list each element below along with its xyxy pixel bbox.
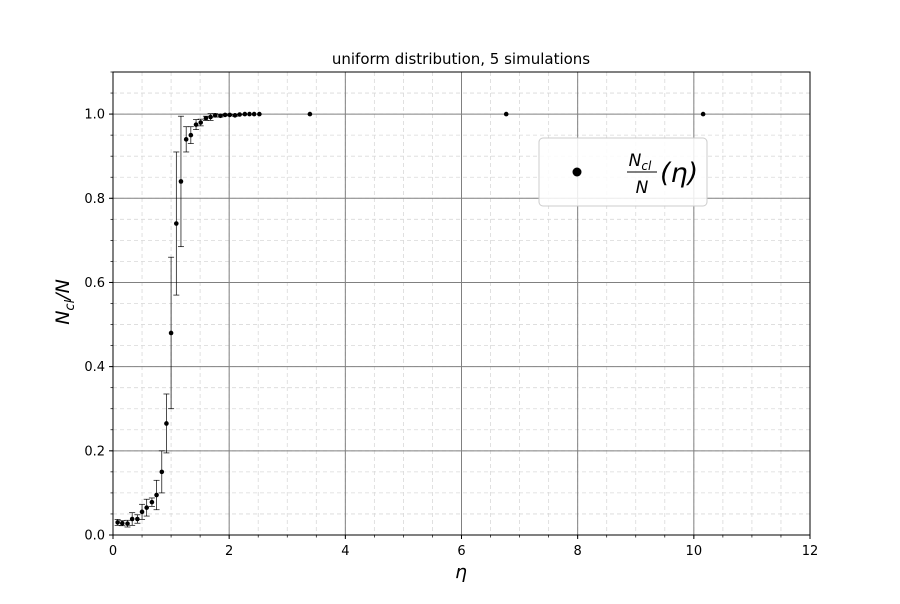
legend-numerator: Ncl: [629, 151, 652, 173]
data-point: [115, 520, 120, 525]
data-point: [125, 521, 130, 526]
data-point: [193, 122, 199, 127]
data-point: [700, 111, 706, 117]
data-point: [198, 120, 204, 125]
x-tick-label: 12: [802, 544, 819, 559]
x-tick-label: 10: [686, 544, 703, 559]
data-point: [183, 137, 189, 142]
data-point: [242, 111, 248, 117]
data-point: [188, 132, 194, 138]
data-point: [218, 113, 223, 119]
data-point: [232, 113, 238, 118]
x-tick-label: 0: [109, 544, 117, 559]
y-tick-label: 0.2: [84, 444, 105, 459]
data-point: [154, 492, 159, 498]
data-point: [307, 111, 313, 117]
x-tick-label: 6: [457, 544, 465, 559]
legend: Ncl N (η): [538, 137, 708, 207]
data-point: [164, 421, 169, 426]
y-axis-label-tail: /N: [52, 279, 74, 302]
data-point: [203, 116, 209, 121]
legend-marker: [572, 167, 582, 177]
y-axis-label-sub: cl: [63, 299, 78, 310]
y-tick-label: 0.8: [84, 192, 105, 207]
data-point: [227, 112, 233, 118]
y-tick-labels: 0.0 0.2 0.4 0.6 0.8 1.0: [84, 108, 105, 544]
data-point: [237, 112, 242, 117]
data-point: [159, 469, 165, 475]
x-tick-label: 2: [225, 544, 233, 559]
y-tick-label: 0.0: [84, 529, 105, 544]
chart-title: uniform distribution, 5 simulations: [332, 50, 590, 68]
y-tick-label: 1.0: [84, 108, 105, 123]
legend-argument: (η): [660, 158, 698, 189]
data-point: [178, 179, 184, 184]
data-point: [168, 330, 174, 336]
data-point: [212, 113, 218, 118]
data-point: [119, 520, 125, 526]
data-point: [222, 112, 228, 118]
axis-ticks: [109, 71, 811, 539]
x-axis-label: η: [455, 561, 467, 583]
legend-numerator-sub: cl: [641, 159, 652, 173]
data-point: [139, 509, 145, 515]
data-point: [135, 516, 140, 522]
data-points: [115, 111, 706, 526]
legend-box: [538, 137, 708, 207]
data-point: [247, 111, 252, 117]
y-axis-label: Ncl/N: [52, 279, 78, 325]
y-axis-label-base: N: [52, 311, 74, 325]
data-point: [503, 111, 509, 117]
data-point: [129, 516, 135, 522]
data-point: [149, 499, 155, 505]
legend-denominator: N: [636, 178, 649, 198]
data-point: [251, 111, 257, 117]
data-point: [174, 221, 179, 226]
data-point: [257, 111, 262, 117]
y-tick-label: 0.4: [84, 360, 105, 375]
legend-numerator-base: N: [629, 151, 642, 171]
data-point: [208, 114, 213, 120]
x-tick-label: 4: [341, 544, 349, 559]
y-tick-label: 0.6: [84, 276, 105, 291]
data-point: [144, 505, 149, 510]
x-tick-label: 8: [574, 544, 582, 559]
x-tick-labels: 0 2 4 6 8 10 12: [109, 544, 818, 559]
